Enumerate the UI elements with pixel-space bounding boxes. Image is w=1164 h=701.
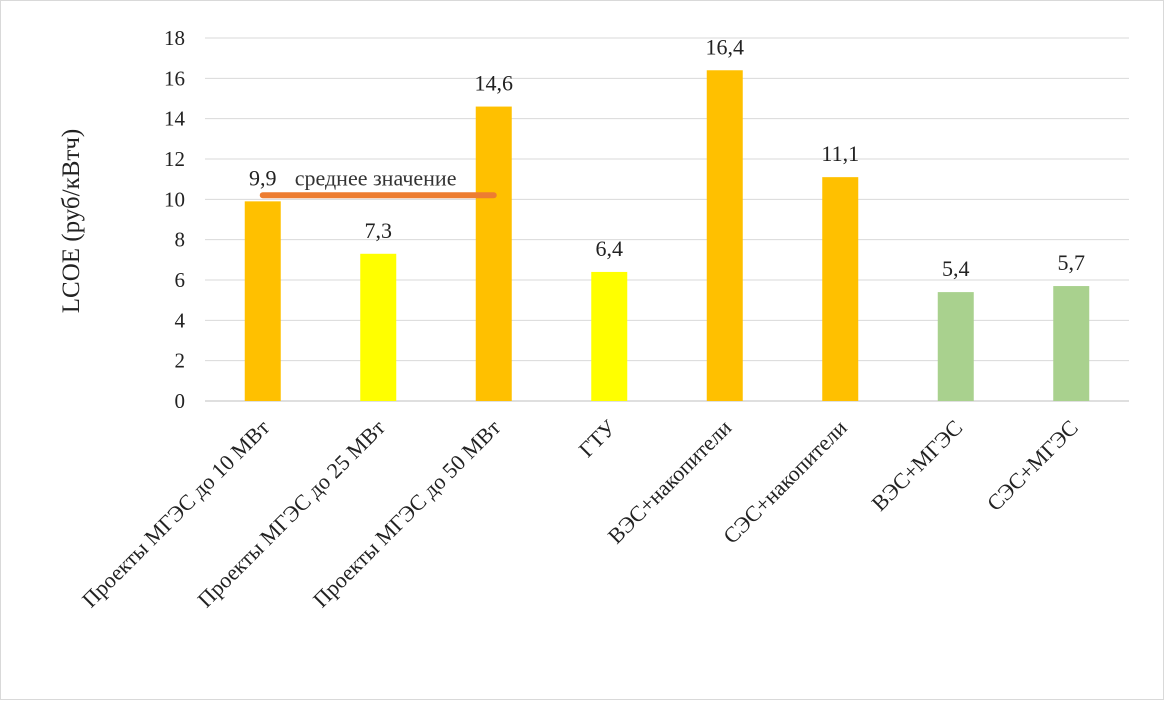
y-tick-label: 18 [164,26,185,50]
bar [1053,286,1090,401]
x-category-label: СЭС+МГЭС [982,415,1083,516]
data-labels: 9,9 7,3 14,6 6,4 16,4 11,1 5,4 5,7 [249,34,1085,281]
data-label: 14,6 [475,71,514,96]
bar [706,70,743,402]
gridlines [205,37,1129,402]
reference-line-label: среднее значение [295,165,457,190]
y-axis-title: LCOE (руб/кВтч) [58,129,85,314]
y-tick-label: 16 [164,66,185,90]
data-label: 16,4 [706,34,745,59]
data-label: 11,1 [821,141,859,166]
data-label: 7,3 [365,218,393,243]
y-tick-label: 14 [164,107,186,131]
bar [591,271,628,401]
data-label: 5,4 [942,256,970,281]
y-axis-ticks: 0 2 4 6 8 10 12 14 16 18 [164,26,186,413]
data-label: 9,9 [249,165,277,190]
data-label: 6,4 [596,236,624,261]
y-tick-label: 0 [175,389,186,413]
x-category-label: ВЭС+накопители [603,415,737,549]
y-tick-label: 2 [175,349,186,373]
y-tick-label: 12 [164,147,185,171]
bar [244,201,281,401]
x-category-label: ВЭС+МГЭС [866,415,967,516]
bar [475,106,512,402]
x-category-label: ГТУ [574,415,621,462]
y-tick-label: 8 [175,228,186,252]
bar [822,177,859,401]
y-tick-label: 6 [175,268,186,292]
reference-line-group: среднее значение [259,165,497,199]
x-category-label: Проекты МГЭС до 10 МВт [77,415,275,613]
x-category-label: Проекты МГЭС до 50 МВт [308,415,506,613]
x-category-label: СЭС+накопители [718,415,852,549]
x-category-label: Проекты МГЭС до 25 МВт [192,415,390,613]
data-label: 5,7 [1058,250,1086,275]
bar [937,292,974,401]
bars [244,70,1090,402]
y-tick-label: 4 [175,308,186,332]
bar [360,253,397,401]
y-tick-label: 10 [164,187,185,211]
